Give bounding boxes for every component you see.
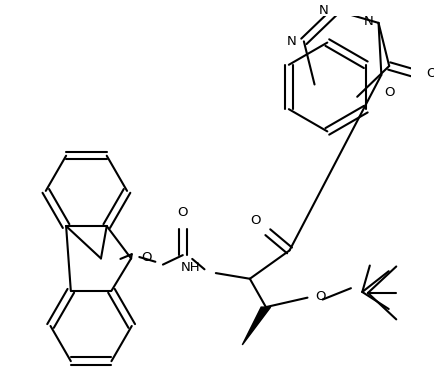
Text: N: N: [364, 15, 374, 28]
Text: O: O: [315, 290, 326, 303]
Text: O: O: [384, 86, 395, 99]
Polygon shape: [242, 307, 271, 345]
Text: N: N: [319, 4, 328, 17]
Text: N: N: [286, 35, 296, 48]
Text: O: O: [178, 206, 188, 219]
Text: NH: NH: [181, 261, 201, 274]
Text: O: O: [141, 250, 151, 263]
Text: O: O: [426, 67, 434, 80]
Text: O: O: [250, 214, 260, 227]
